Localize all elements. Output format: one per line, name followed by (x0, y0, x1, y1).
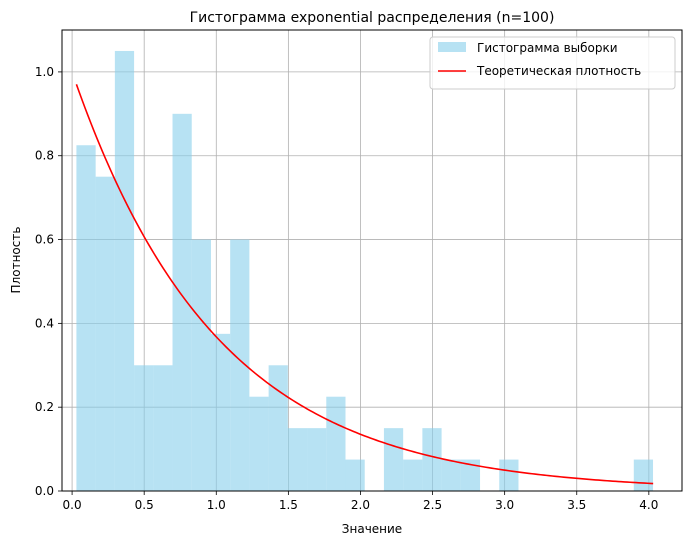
x-axis-label: Значение (342, 522, 402, 536)
histogram-bar (422, 428, 442, 491)
y-axis-label: Плотность (9, 227, 23, 294)
histogram-bar (210, 333, 231, 491)
y-tick-label: 0.8 (35, 149, 54, 163)
histogram-bar (633, 459, 654, 491)
x-tick-label: 0.5 (135, 498, 154, 512)
x-tick-label: 0.0 (63, 498, 82, 512)
histogram-bar (499, 459, 519, 491)
legend-histogram-label: Гистограмма выборки (477, 41, 618, 55)
histogram-bar (191, 239, 211, 491)
histogram-bar (326, 396, 346, 491)
y-tick-label: 0.2 (35, 400, 54, 414)
histogram-bar (345, 459, 365, 491)
density-line (75, 84, 654, 485)
x-tick-label: 1.5 (279, 498, 298, 512)
histogram-bar (287, 428, 308, 491)
histogram-bar (441, 459, 461, 491)
legend-histogram-swatch (438, 42, 466, 52)
plot-area-frame (61, 29, 683, 492)
legend-density-label: Теоретическая плотность (476, 64, 641, 78)
x-axis-ticks: 0.0 0.5 1.0 1.5 2.0 2.5 3.0 3.5 4.0 (63, 491, 658, 512)
legend-frame (429, 36, 676, 90)
histogram-bar (153, 365, 173, 491)
histogram-bars (76, 50, 654, 492)
y-axis-ticks: 0.0 0.2 0.4 0.6 0.8 1.0 (35, 65, 62, 498)
y-tick-label: 0.4 (35, 316, 54, 330)
x-tick-label: 2.0 (351, 498, 370, 512)
histogram-bar (76, 145, 96, 491)
histogram-bar (134, 365, 154, 491)
legend: Гистограмма выборки Теоретическая плотно… (429, 36, 676, 90)
density-curve (75, 84, 654, 485)
x-tick-label: 3.0 (495, 498, 514, 512)
x-tick-label: 4.0 (639, 498, 658, 512)
histogram-bar (95, 176, 115, 491)
x-tick-label: 3.5 (567, 498, 586, 512)
histogram-bar (268, 365, 288, 491)
chart-title: Гистограмма exponential распределения (n… (190, 10, 555, 26)
histogram-bar (172, 113, 192, 492)
histogram-bar (460, 459, 481, 491)
histogram-bar (403, 459, 423, 491)
x-tick-label: 2.5 (423, 498, 442, 512)
x-tick-label: 1.0 (207, 498, 226, 512)
y-tick-label: 1.0 (35, 65, 54, 79)
histogram-bar (114, 50, 135, 492)
histogram-bar (307, 428, 327, 491)
histogram-bar (249, 396, 269, 491)
y-tick-label: 0.0 (35, 484, 54, 498)
histogram-bar (383, 428, 404, 491)
y-tick-label: 0.6 (35, 233, 54, 247)
histogram-bar (230, 239, 250, 491)
